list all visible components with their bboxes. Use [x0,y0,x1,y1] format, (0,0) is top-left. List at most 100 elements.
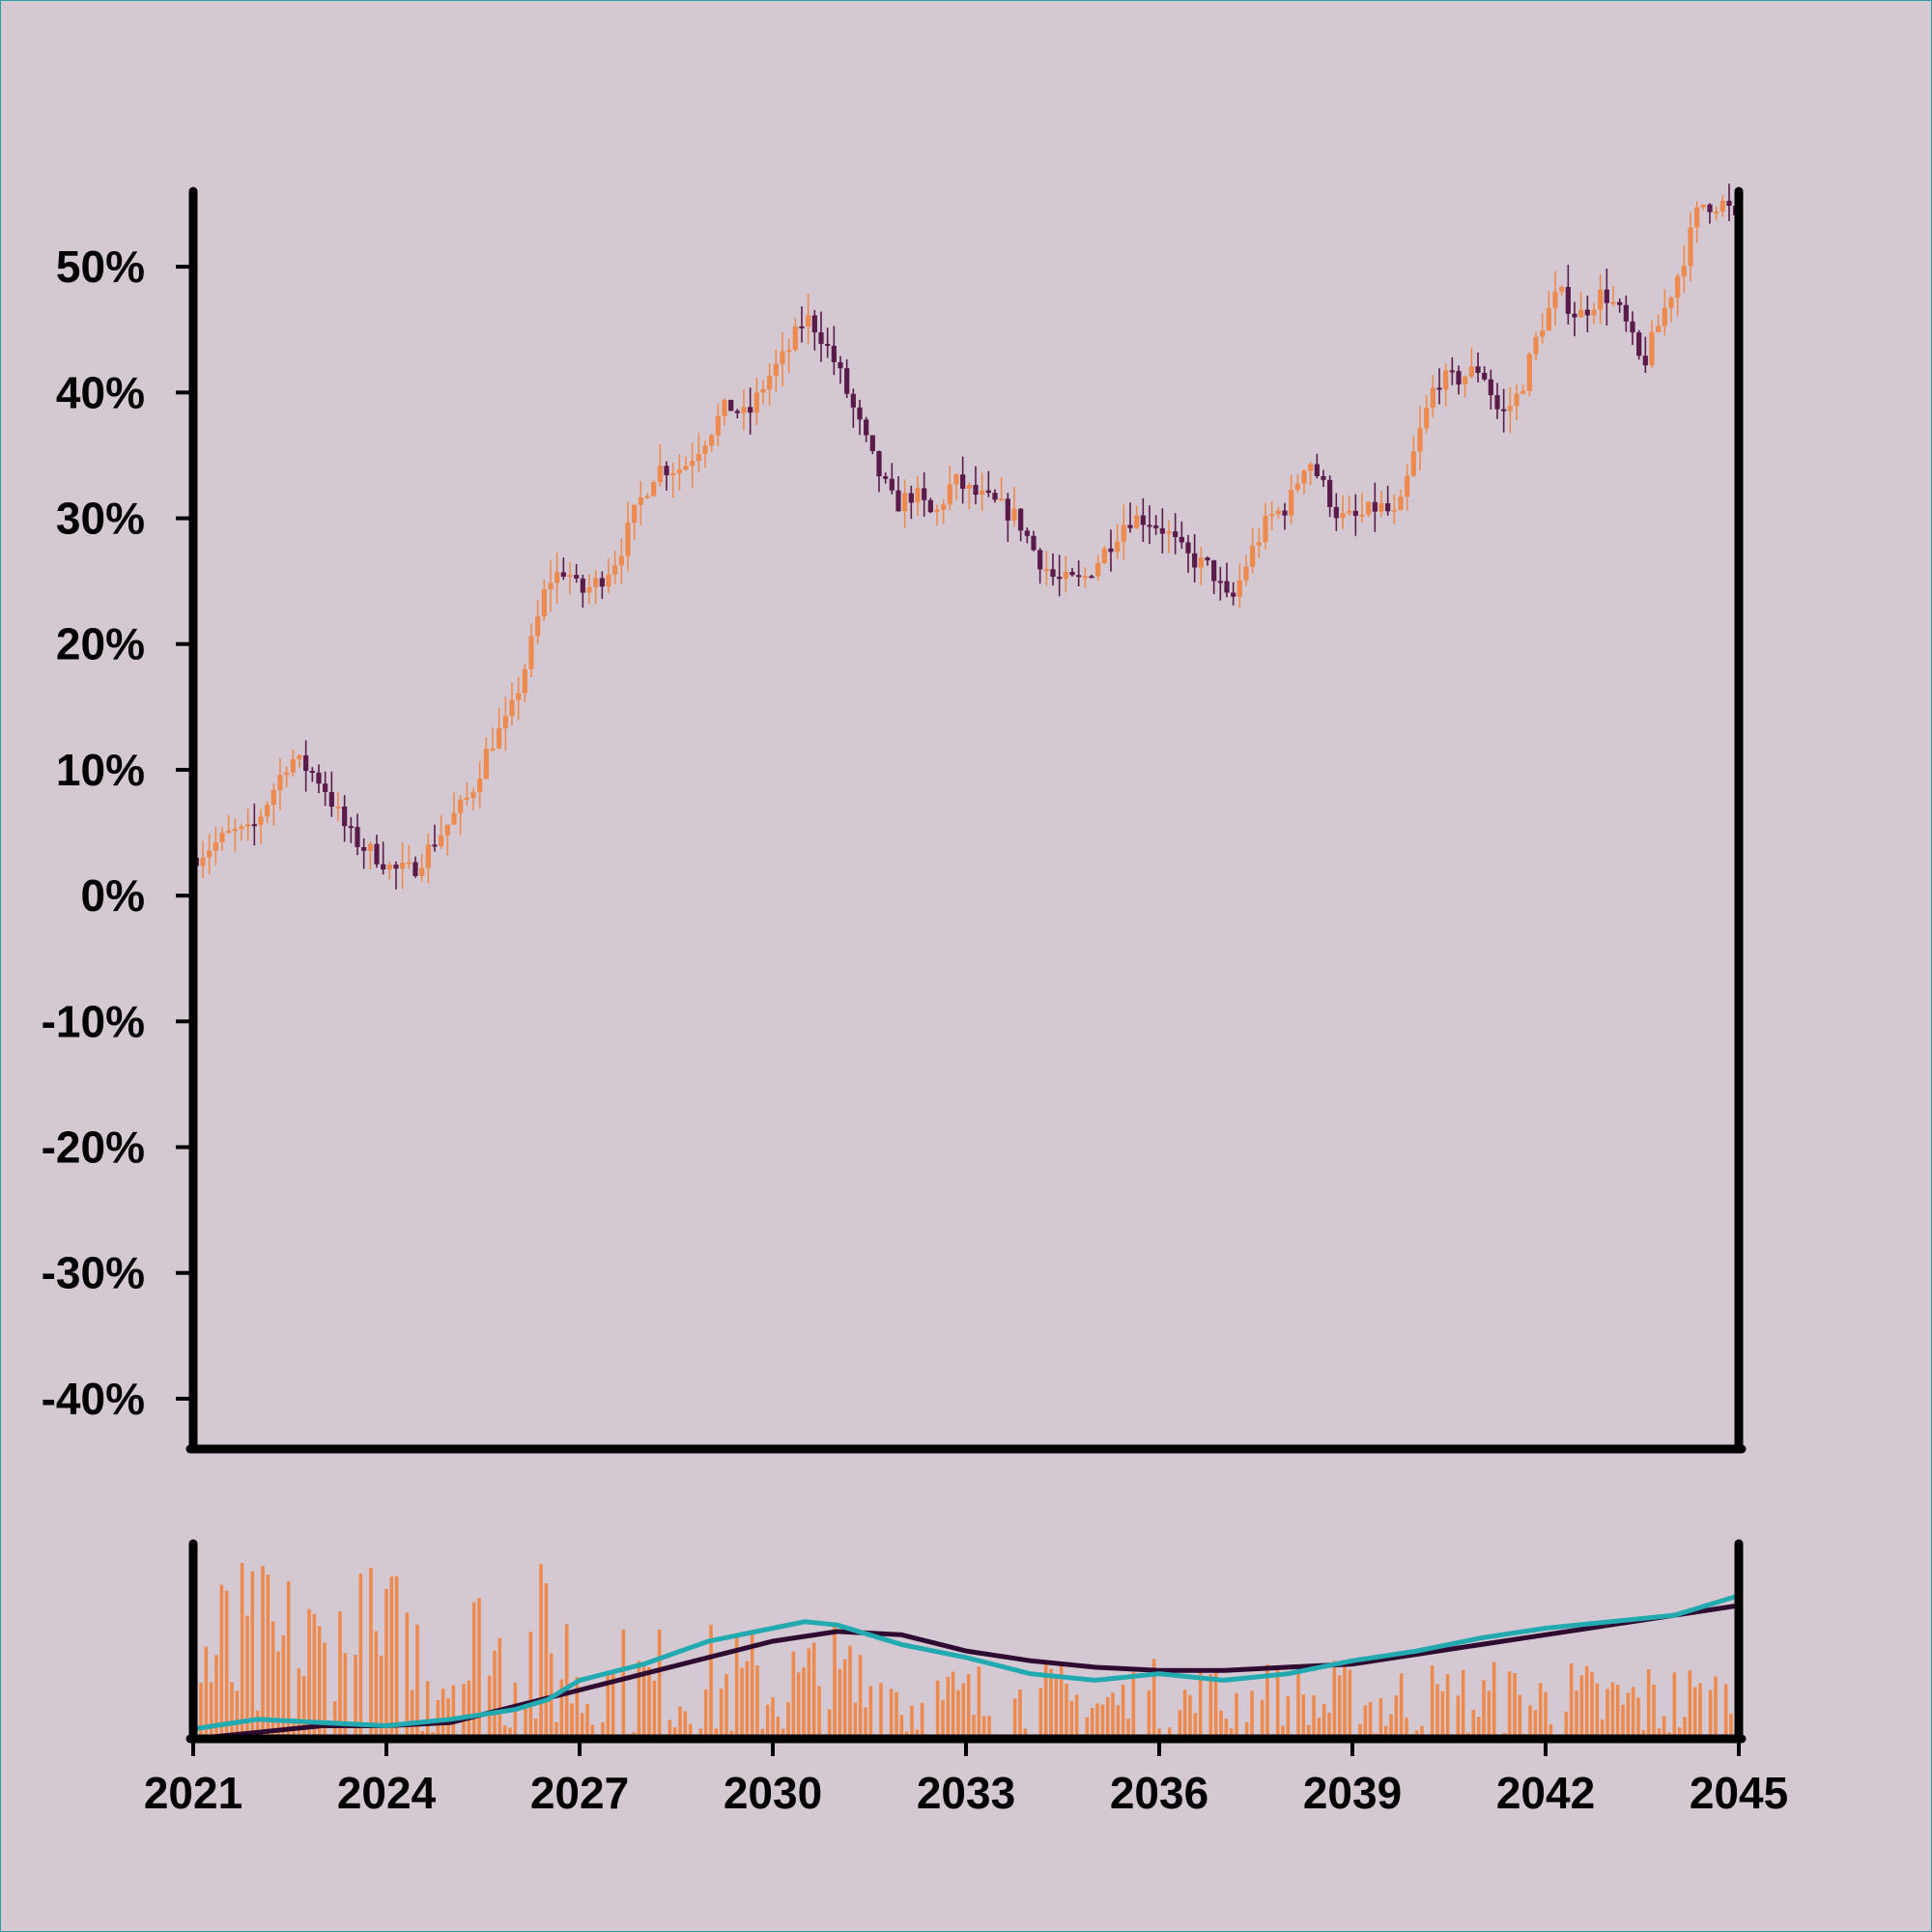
candle-body [528,636,534,669]
y-tick-label: -40% [42,1374,145,1424]
volume-bar [1405,1718,1408,1739]
x-tick-label: 2027 [530,1768,629,1818]
candle-body [1231,592,1236,597]
candle-body [265,804,270,817]
volume-bar [570,1703,574,1739]
candle-body [574,575,580,579]
volume-bar [750,1630,754,1739]
volume-bar [1327,1712,1331,1739]
candle-body [1289,490,1294,516]
volume-bar [297,1668,301,1739]
y-tick-label: 40% [56,367,145,417]
candle-body [1642,355,1648,366]
volume-bar [1698,1683,1702,1739]
candle-body [1308,464,1314,471]
volume-bar [1420,1725,1424,1739]
volume-bar [1729,1714,1733,1739]
candle-body [1636,332,1642,356]
volume-bar [915,1729,920,1739]
volume-bar [533,1718,538,1739]
volume-bar [698,1728,703,1739]
candle-body [1385,503,1391,512]
volume-bar [1564,1712,1569,1739]
volume-bar [317,1626,322,1739]
volume-bar [1275,1666,1280,1739]
candle-body [1024,530,1030,536]
volume-bar [1584,1665,1589,1739]
candle-body [1011,508,1017,521]
volume-bar [1610,1682,1615,1739]
volume-bar [709,1625,713,1739]
volume-bar [497,1637,502,1739]
volume-bar [879,1683,883,1739]
candle-body [1269,514,1275,517]
candle-body [439,835,444,847]
volume-bar [1332,1661,1337,1739]
volume-bar [889,1689,894,1739]
candle-body [1572,313,1577,318]
volume-bar [369,1568,373,1739]
candle-body [1688,227,1693,267]
volume-bar [1301,1694,1306,1739]
candle-body [1681,266,1687,277]
volume-bar [1461,1669,1465,1739]
volume-bar [1054,1675,1059,1739]
volume-bar [358,1574,363,1739]
volume-bar [1626,1692,1631,1739]
candle-body [1179,536,1184,543]
candle-body [1391,509,1397,512]
candle-body [1540,330,1546,337]
candle-body [1095,562,1101,577]
volume-bar [1074,1694,1079,1739]
volume-bar [539,1564,543,1739]
candle-body [483,749,489,780]
volume-bar [647,1666,651,1739]
candle-body [548,582,554,589]
volume-bar [379,1655,384,1739]
candle-body [780,351,785,364]
candle-body [464,797,469,800]
candle-body [1584,309,1590,316]
volume-bar [301,1675,306,1739]
volume-bar [868,1686,873,1739]
candle-body [966,484,972,489]
volume-bar [1683,1717,1687,1739]
candle-body [1378,503,1384,512]
candle-body [593,578,599,587]
candle-body [1526,354,1532,391]
volume-bar [235,1690,240,1739]
candle-body [367,843,373,851]
candle-body [1700,204,1706,208]
volume-bar [1321,1704,1326,1739]
candle-body [973,484,979,496]
candle-body [1173,531,1179,537]
candle-body [1552,291,1558,309]
volume-bar [502,1724,507,1739]
volume-bar [528,1632,533,1739]
candle-body [444,824,450,836]
volume-bar [1126,1719,1130,1739]
volume-bar [946,1676,951,1739]
candle-body [799,326,805,328]
volume-bar [343,1653,348,1739]
candle-body [676,469,682,473]
candle-body [748,407,753,413]
volume-bar [564,1624,569,1739]
volume-bar [1358,1723,1362,1739]
x-tick-label: 2045 [1690,1768,1788,1818]
candle-body [786,350,792,353]
candle-body [1057,577,1063,580]
candle-body [1211,560,1217,582]
volume-bar [1317,1718,1321,1739]
volume-bar [1538,1683,1543,1739]
candle-body [554,572,560,583]
volume-bar [554,1721,558,1739]
candle-body [1263,515,1268,543]
candle-body [1443,370,1449,390]
candle-body [393,865,399,869]
volume-bar [585,1703,589,1739]
volume-bar [1281,1725,1285,1739]
candle-body [1018,508,1024,531]
candle-body [1192,553,1198,568]
